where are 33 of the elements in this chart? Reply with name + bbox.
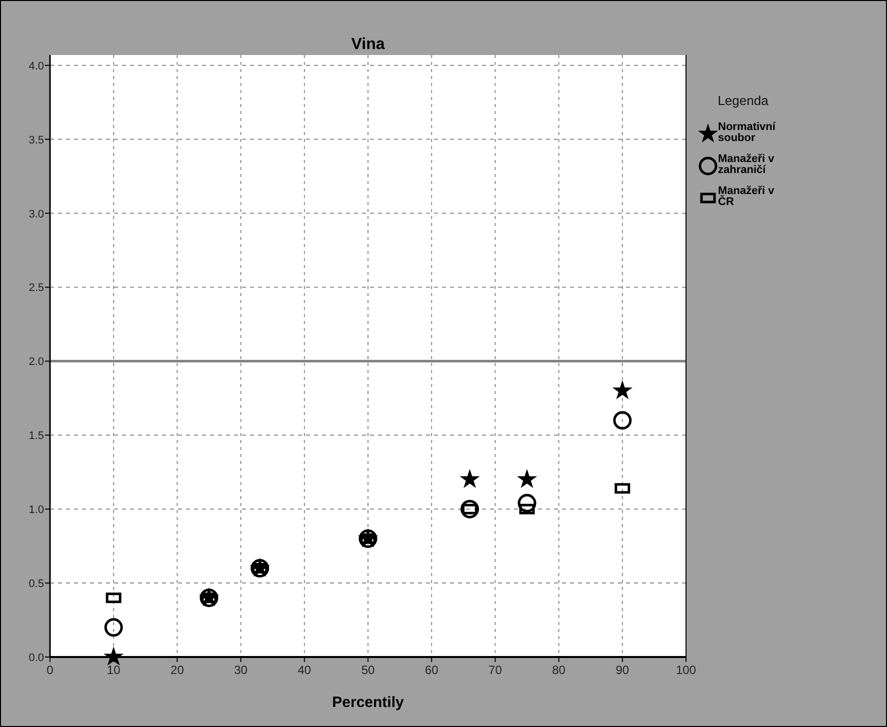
- x-tick-label: 0: [46, 663, 54, 677]
- legend-title: Legenda: [718, 93, 770, 108]
- x-tick-label: 80: [552, 663, 566, 677]
- x-tick-label: 10: [106, 663, 121, 677]
- y-tick-label: 3.0: [28, 208, 44, 220]
- y-tick-label: 0.0: [28, 652, 44, 664]
- x-tick-label: 20: [170, 663, 184, 677]
- x-tick-label: 30: [234, 663, 248, 677]
- x-tick-label: 70: [488, 663, 502, 677]
- legend-label: Normativní soubor: [718, 121, 776, 144]
- chart-title: Vina: [351, 36, 385, 53]
- x-axis-title: Percentily: [332, 694, 404, 711]
- point: [518, 470, 536, 488]
- x-tick-label: 40: [298, 663, 312, 677]
- legend-label: Manažeři v ČR: [718, 185, 776, 208]
- x-tick-label: 50: [361, 663, 375, 677]
- x-tick-label: 60: [424, 663, 439, 677]
- y-tick-label: 2.5: [28, 282, 44, 294]
- point: [613, 411, 632, 430]
- point: [518, 494, 536, 512]
- x-tick-label: 90: [616, 663, 630, 677]
- point: [104, 618, 123, 637]
- y-tick-label: 4.0: [28, 60, 44, 72]
- point: [104, 648, 123, 665]
- y-tick-label: 1.0: [28, 504, 44, 516]
- x-tick-label: 100: [676, 663, 696, 677]
- legend-label: Manažeři v zahraničí: [718, 153, 776, 176]
- y-tick-label: 0.5: [28, 578, 44, 590]
- y-tick-label: 3.5: [28, 134, 44, 146]
- point: [613, 381, 632, 399]
- point: [460, 470, 479, 488]
- y-tick-label: 1.5: [28, 430, 44, 442]
- y-tick-label: 2.0: [28, 356, 44, 368]
